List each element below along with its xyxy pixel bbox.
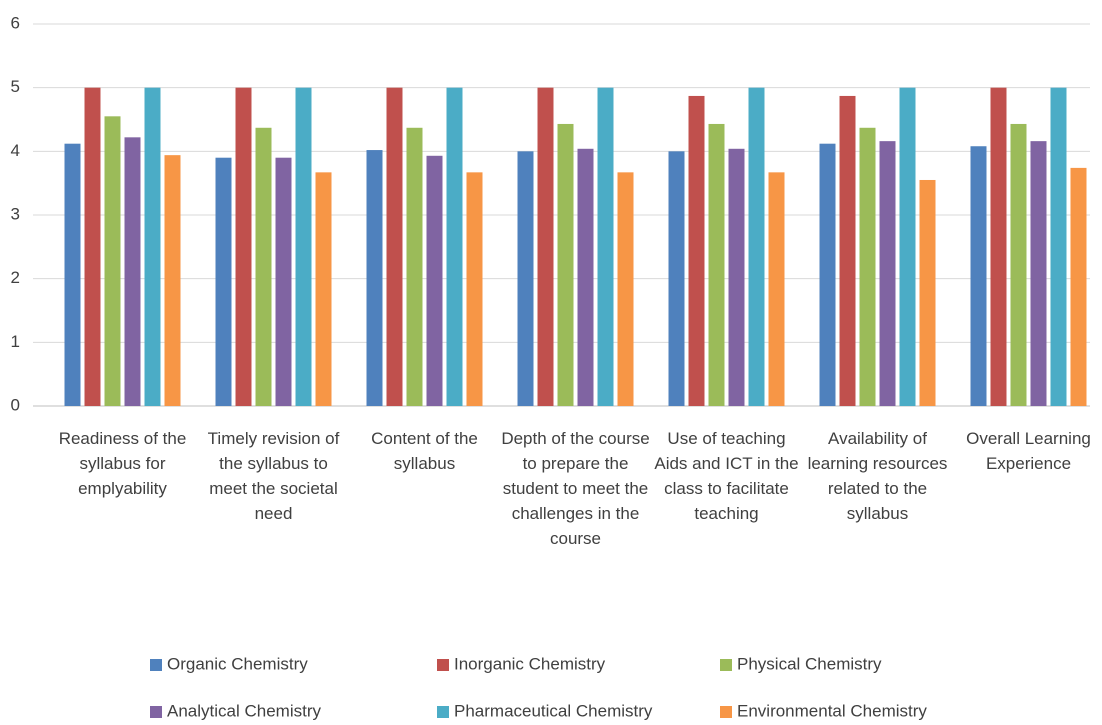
x-tick-label: Overall Learning Experience — [966, 429, 1091, 473]
bar — [84, 87, 101, 407]
bar — [708, 123, 725, 406]
bar — [899, 87, 916, 407]
y-tick-label: 0 — [11, 395, 20, 414]
y-tick-label: 2 — [11, 268, 20, 287]
y-tick-label: 5 — [11, 77, 20, 96]
y-tick-label: 1 — [11, 332, 20, 351]
bar — [426, 155, 443, 406]
bar — [839, 95, 856, 407]
bar — [748, 87, 765, 407]
y-tick-label: 4 — [11, 141, 20, 160]
bar — [859, 127, 876, 406]
bar — [557, 123, 574, 406]
bar — [295, 87, 312, 407]
bar — [537, 87, 554, 407]
bar — [1010, 123, 1027, 406]
legend-label: Organic Chemistry — [167, 654, 308, 673]
legend-label: Pharmaceutical Chemistry — [454, 701, 653, 720]
bar — [275, 157, 292, 406]
legend-swatch — [150, 659, 162, 671]
legend-swatch — [720, 659, 732, 671]
bar — [577, 148, 594, 406]
bar — [819, 143, 836, 406]
bar — [1070, 167, 1087, 406]
bar — [1030, 141, 1047, 406]
bar — [597, 87, 614, 407]
legend-label: Analytical Chemistry — [167, 701, 321, 720]
bar — [315, 172, 332, 406]
bar — [919, 179, 936, 406]
bar — [990, 87, 1007, 407]
legend-label: Physical Chemistry — [737, 654, 882, 673]
legend-swatch — [437, 706, 449, 718]
bar — [617, 172, 634, 406]
legend-label: Inorganic Chemistry — [454, 654, 606, 673]
bar — [466, 172, 483, 406]
bar — [124, 137, 141, 406]
bar — [144, 87, 161, 407]
legend-swatch — [720, 706, 732, 718]
bar — [255, 127, 272, 406]
bar — [768, 172, 785, 406]
bar — [164, 155, 181, 406]
x-tick-label: Timely revision of the syllabus to meet … — [207, 429, 340, 523]
x-tick-label: Use of teaching Aids and ICT in the clas… — [654, 429, 799, 523]
x-tick-label: Content of the syllabus — [371, 429, 478, 473]
bar — [366, 150, 383, 406]
legend-swatch — [437, 659, 449, 671]
bar — [517, 151, 534, 406]
y-tick-label: 3 — [11, 204, 20, 223]
bar — [104, 116, 121, 407]
bar — [879, 141, 896, 406]
x-tick-label: Availability of learning resources relat… — [807, 429, 948, 523]
bar — [668, 151, 685, 406]
bar — [386, 87, 403, 407]
legend-swatch — [150, 706, 162, 718]
bar — [64, 143, 81, 406]
bar — [688, 95, 705, 407]
legend-label: Environmental Chemistry — [737, 701, 927, 720]
bar — [215, 157, 232, 406]
x-tick-label: Readiness of the syllabus for emplyabili… — [58, 429, 187, 498]
bar — [406, 127, 423, 406]
x-tick-label: Depth of the course to prepare the stude… — [501, 429, 650, 548]
bar — [446, 87, 463, 407]
y-tick-label: 6 — [11, 13, 20, 32]
bar — [1050, 87, 1067, 407]
bar — [728, 148, 745, 406]
bar — [970, 146, 987, 407]
bar — [235, 87, 252, 407]
